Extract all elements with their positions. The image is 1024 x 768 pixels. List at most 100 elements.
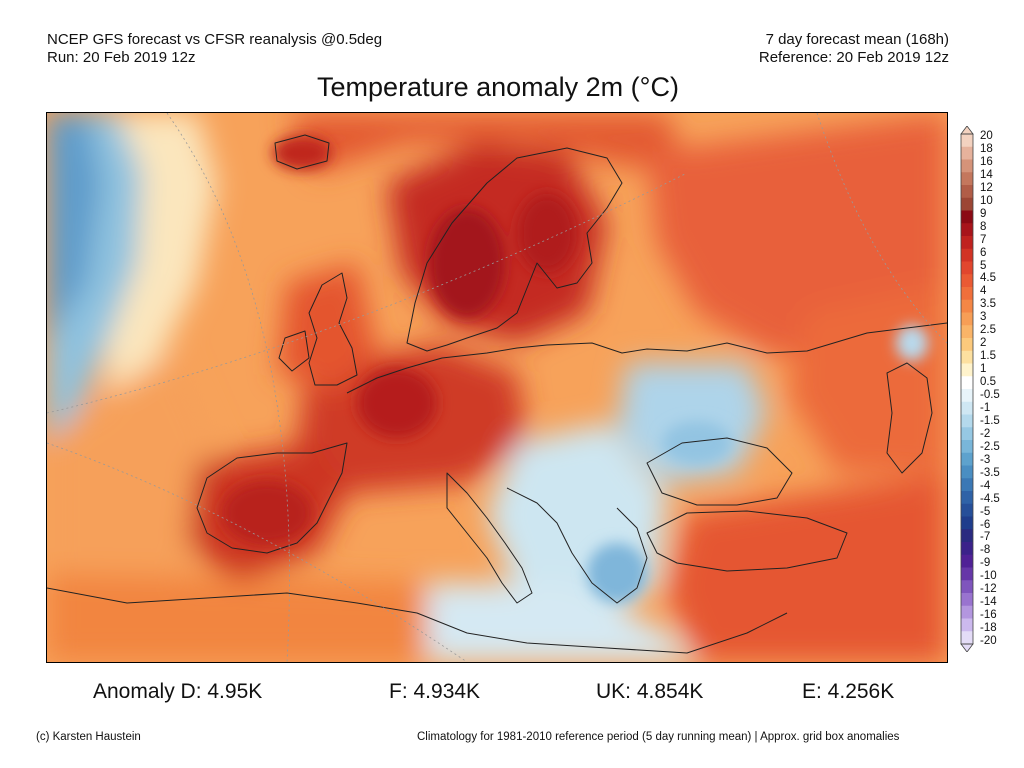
model-description: NCEP GFS forecast vs CFSR reanalysis @0.… — [47, 31, 383, 48]
climatology-note: Climatology for 1981-2010 reference peri… — [417, 731, 900, 743]
arctic-anomaly — [287, 113, 687, 173]
anomaly-spain: E: 4.256K — [802, 680, 895, 703]
colorbar-tick-label: 3.5 — [980, 298, 996, 311]
colorbar-swatch — [961, 287, 973, 301]
colorbar-tick-label: -4 — [980, 479, 991, 492]
credit: (c) Karsten Haustein — [36, 731, 141, 743]
germany-hotspot — [357, 368, 437, 438]
iceland-hotspot — [272, 135, 332, 171]
colorbar-tick-label: -2.5 — [980, 440, 1000, 453]
colorbar-tick-label: 0.5 — [980, 376, 996, 389]
colorbar-tick-label: -14 — [980, 596, 997, 609]
colorbar-swatch — [961, 350, 973, 364]
anomaly-uk: UK: 4.854K — [596, 680, 704, 703]
colorbar-tick-label: 5 — [980, 259, 987, 272]
colorbar-swatch — [961, 491, 973, 505]
colorbar-swatch — [961, 605, 973, 619]
colorbar-tick-label: 9 — [980, 207, 987, 220]
map-title: Temperature anomaly 2m (°C) — [317, 72, 679, 102]
colorbar-swatch — [961, 618, 973, 632]
colorbar — [960, 126, 974, 652]
colorbar-tick-label: 18 — [980, 142, 993, 155]
colorbar-labels: 20 18 16 14 12 10 9 8 7 6 5 4.5 4 3.5 3 2.5 2 1.5 1 0.5 -0.5… — [980, 128, 1024, 648]
colorbar-swatch — [961, 376, 973, 390]
coastline-italy — [446, 472, 533, 604]
british-isles-anomaly — [277, 263, 377, 393]
colorbar-swatch — [961, 554, 973, 568]
caspian-sea-cool — [896, 325, 928, 361]
colorbar-swatch — [961, 631, 973, 645]
mediterranean-cool — [427, 583, 697, 662]
colorbar-swatch — [961, 580, 973, 594]
west-atlantic-deep-blue — [47, 113, 102, 343]
colorbar-tick-label: -5 — [980, 505, 991, 518]
colorbar-bottom-arrow — [960, 643, 974, 652]
colorbar-tick-label: -18 — [980, 622, 997, 635]
colorbar-tick-label: 20 — [980, 130, 993, 142]
coastline-scandinavia — [406, 147, 623, 352]
colorbar-tick-label: 8 — [980, 220, 987, 233]
colorbar-swatch — [961, 274, 973, 288]
middle-east-anomaly — [667, 473, 947, 662]
colorbar-swatch — [961, 312, 973, 326]
colorbar-tick-label: 14 — [980, 168, 993, 181]
colorbar-tick-label: -7 — [980, 531, 991, 544]
colorbar-tick-label: 1 — [980, 363, 987, 376]
coastline-north-africa — [47, 587, 788, 654]
colorbar-tick-label: 6 — [980, 246, 987, 259]
colorbar-tick-label: -8 — [980, 544, 991, 557]
colorbar-swatch — [961, 427, 973, 441]
colorbar-tick-label: 2.5 — [980, 324, 996, 337]
colorbar-swatch — [961, 593, 973, 607]
colorbar-swatch — [961, 567, 973, 581]
colorbar-swatch — [961, 146, 973, 160]
colorbar-swatch — [961, 478, 973, 492]
colorbar-tick-label: 12 — [980, 181, 993, 194]
north-africa-orange — [47, 573, 427, 662]
coastline-caspian — [886, 362, 933, 474]
colorbar-tick-label: -1.5 — [980, 414, 1000, 427]
colorbar-tick-label: -4.5 — [980, 492, 1000, 505]
colorbar-swatch — [961, 299, 973, 313]
colorbar-swatch — [961, 236, 973, 250]
forecast-period: 7 day forecast mean (168h) — [765, 31, 949, 48]
colorbar-tick-label: -3.5 — [980, 466, 1000, 479]
colorbar-tick-label: 4.5 — [980, 272, 996, 285]
colorbar-tick-label: -6 — [980, 518, 991, 531]
colorbar-swatch — [961, 401, 973, 415]
colorbar-swatch — [961, 185, 973, 199]
norway-hotspot — [429, 208, 505, 318]
atlantic-light-band — [107, 113, 217, 393]
colorbar-tick-label: -0.5 — [980, 389, 1000, 401]
run-time: Run: 20 Feb 2019 12z — [47, 49, 196, 66]
colorbar-swatch — [961, 210, 973, 224]
colorbar-top-arrow — [960, 126, 974, 135]
colorbar-swatch — [961, 529, 973, 543]
black-sea-cold — [662, 421, 732, 465]
finland-hotspot — [517, 193, 577, 273]
coastline-turkey — [646, 510, 848, 572]
anomaly-map — [46, 112, 948, 663]
colorbar-swatch — [961, 134, 973, 148]
colorbar-swatch — [961, 465, 973, 479]
colorbar-swatch — [961, 503, 973, 517]
colorbar-swatch — [961, 414, 973, 428]
colorbar-tick-label: -20 — [980, 635, 997, 648]
colorbar-tick-label: -1 — [980, 401, 991, 414]
anomaly-france: F: 4.934K — [389, 680, 481, 703]
header-right: 7 day forecast mean (168h) Reference: 20… — [759, 31, 949, 67]
colorbar-swatch — [961, 516, 973, 530]
colorbar-tick-label: 10 — [980, 194, 993, 207]
colorbar-tick-label: 1.5 — [980, 350, 996, 363]
coastline-britain — [308, 272, 358, 386]
colorbar-swatch — [961, 159, 973, 173]
anomaly-germany: Anomaly D: 4.95K — [93, 680, 263, 703]
coastline-ireland — [278, 330, 310, 372]
reference-time: Reference: 20 Feb 2019 12z — [758, 49, 949, 66]
colorbar-swatch — [961, 197, 973, 211]
colorbar-tick-label: -2 — [980, 427, 991, 440]
colorbar-swatch — [961, 440, 973, 454]
colorbar-tick-label: -9 — [980, 557, 991, 570]
coastline-balkans — [506, 487, 648, 604]
colorbar-swatch — [961, 452, 973, 466]
